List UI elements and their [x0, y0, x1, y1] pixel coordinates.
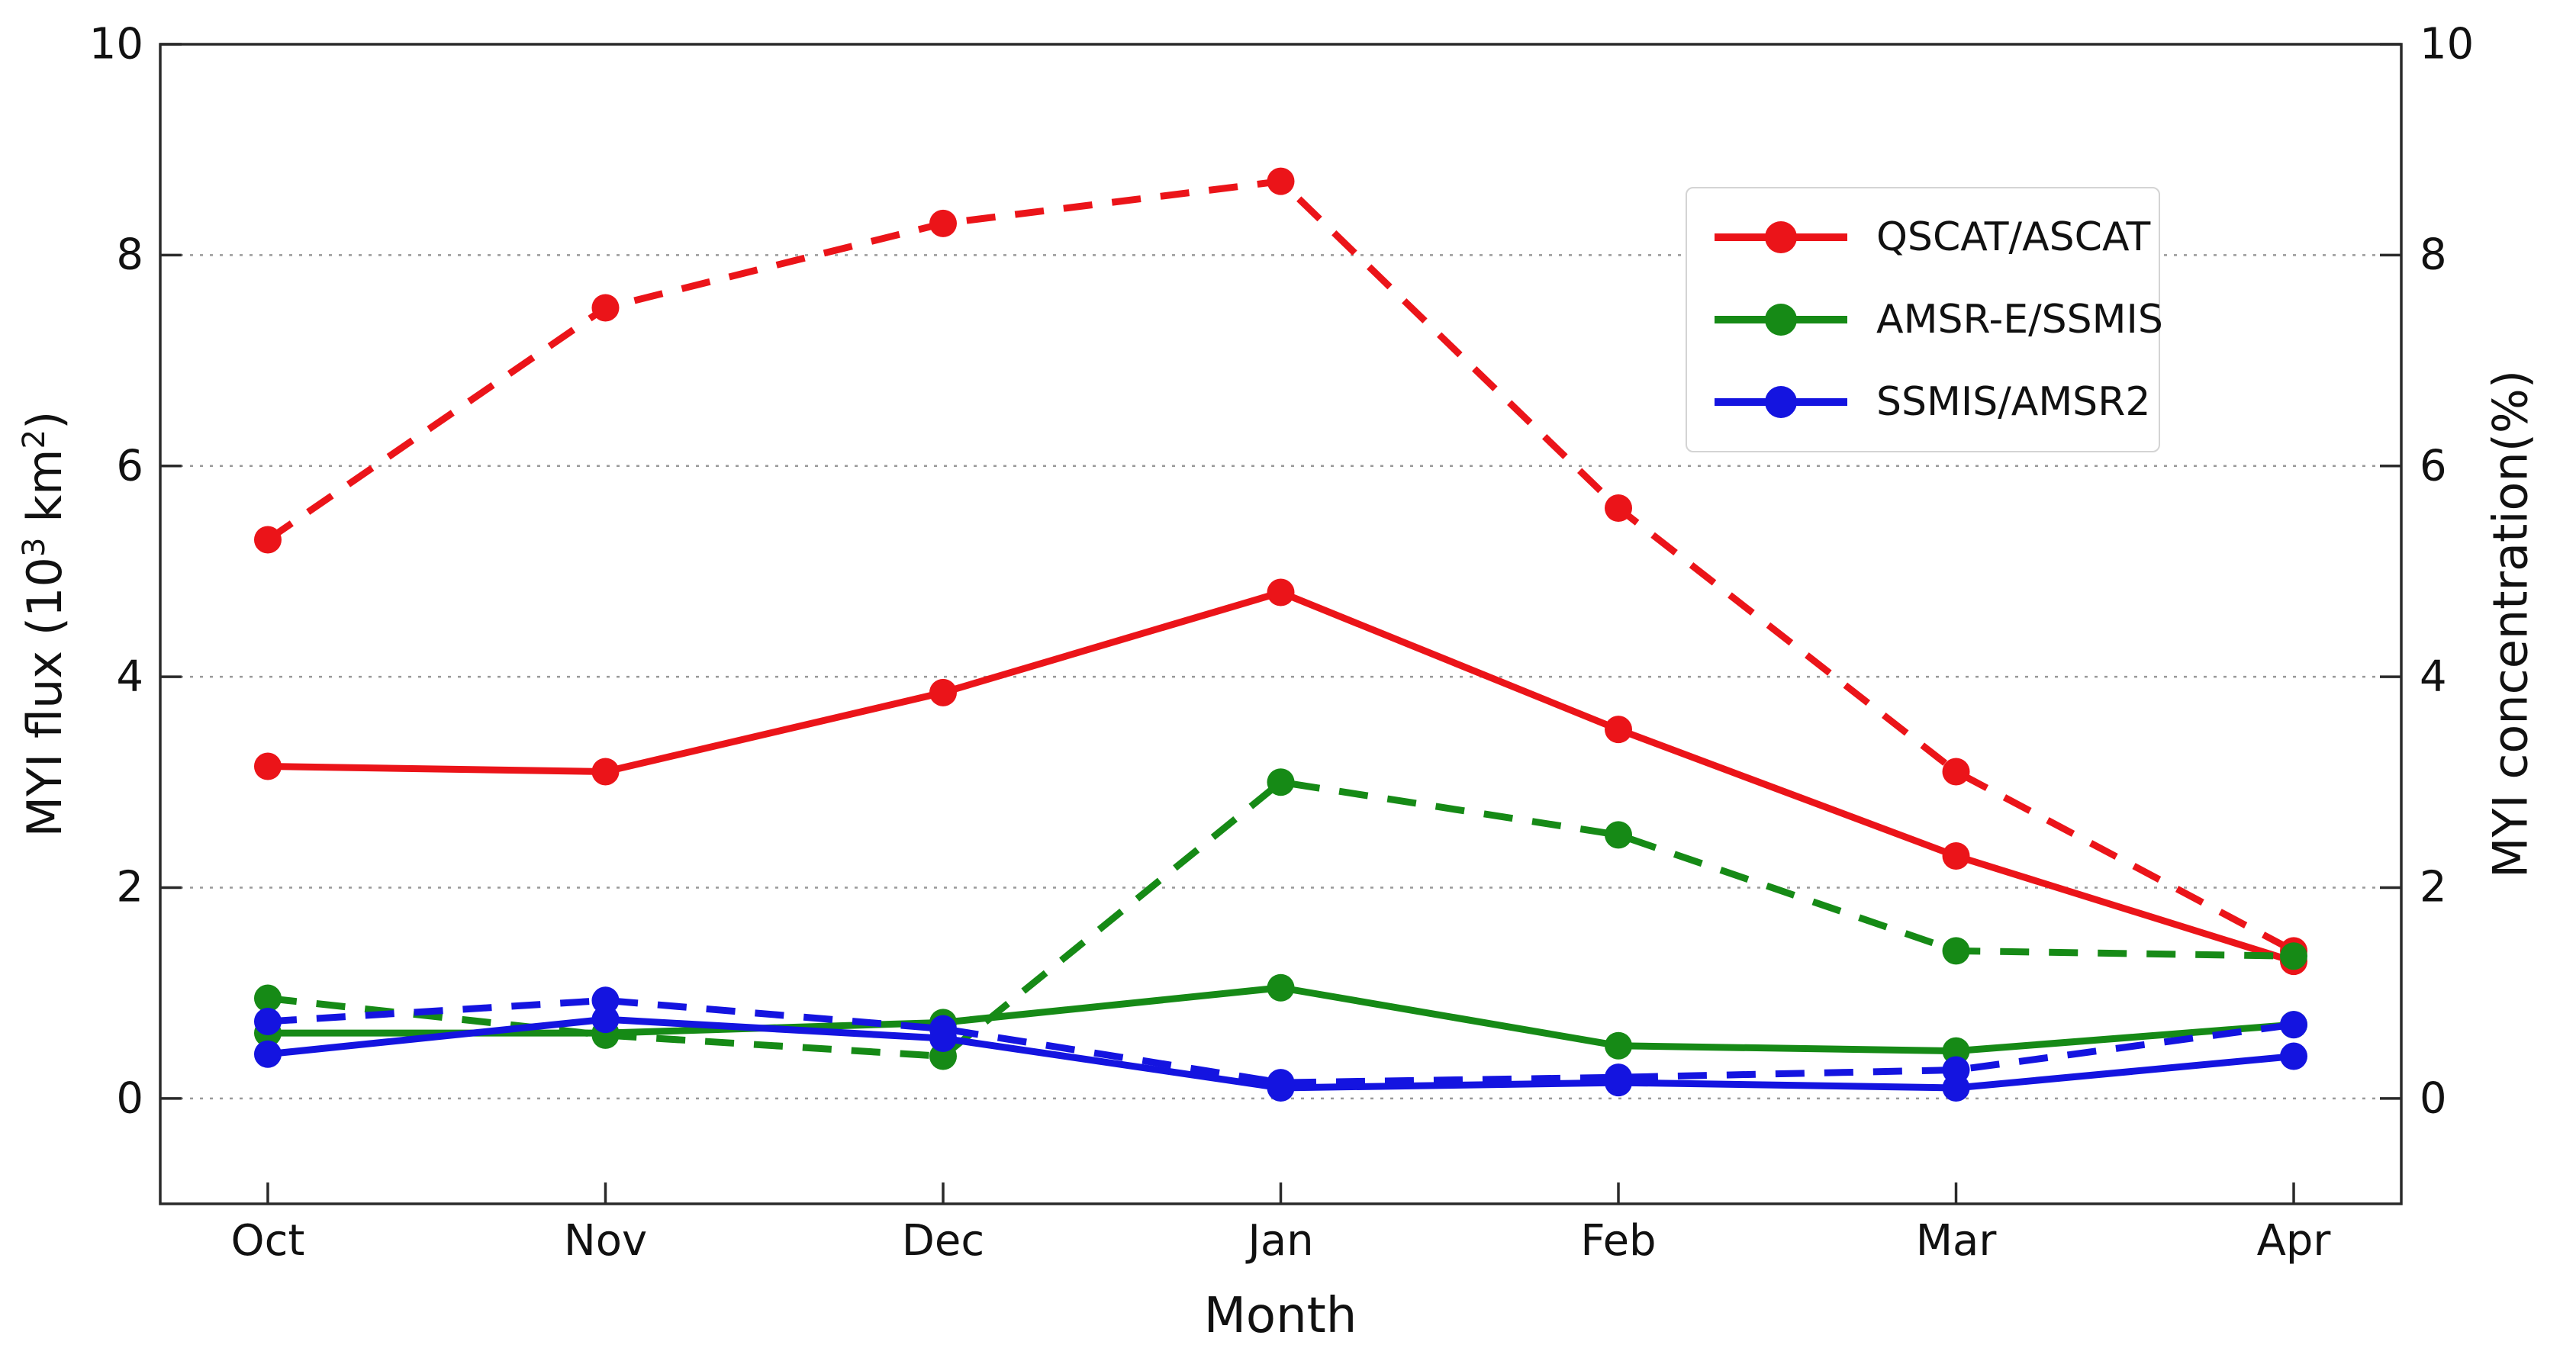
y-axis-label-right: MYI concentration(%) [2482, 369, 2539, 879]
x-tick-label-Oct: Oct [230, 1216, 305, 1266]
marker-solid-QSCAT/ASCAT [1267, 578, 1295, 606]
marker-dashed-QSCAT/ASCAT [929, 209, 957, 237]
x-tick-label-Feb: Feb [1580, 1216, 1657, 1266]
marker-dashed-QSCAT/ASCAT [1605, 494, 1633, 522]
marker-solid-QSCAT/ASCAT [1942, 842, 1970, 870]
marker-solid-SSMIS/AMSR2 [591, 1005, 620, 1034]
marker-dashed-QSCAT/ASCAT [591, 294, 620, 322]
legend-label: SSMIS/AMSR2 [1876, 379, 2151, 425]
y-tick-label-left-4: 4 [116, 652, 143, 702]
marker-dashed-SSMIS/AMSR2 [1942, 1056, 1970, 1084]
legend-item-amsre-ssmis: AMSR-E/SSMIS [1708, 297, 2163, 343]
marker-dashed-SSMIS/AMSR2 [2280, 1011, 2308, 1039]
marker-dashed-AMSR-E/SSMIS [1605, 821, 1633, 849]
y-axis-label-left-text: MYI flux (10 [16, 557, 72, 838]
y-tick-label-right-4: 4 [2420, 652, 2447, 702]
marker-dashed-SSMIS/AMSR2 [1605, 1063, 1633, 1092]
marker-solid-QSCAT/ASCAT [1605, 716, 1633, 744]
marker-solid-QSCAT/ASCAT [929, 678, 957, 706]
y-tick-label-left-6: 6 [116, 441, 143, 491]
marker-dashed-SSMIS/AMSR2 [253, 1007, 282, 1035]
marker-dashed-SSMIS/AMSR2 [1267, 1069, 1295, 1097]
y-axis-label-left-sup-exponent: 3 [16, 537, 53, 558]
y-axis-label-left-sup-squared: 2 [16, 429, 53, 449]
y-tick-label-left-8: 8 [116, 230, 143, 280]
y-axis-label-left-units: km [16, 449, 72, 538]
marker-dashed-QSCAT/ASCAT [1942, 758, 1970, 786]
x-tick-label-Dec: Dec [901, 1216, 985, 1266]
y-tick-label-right-2: 2 [2420, 862, 2447, 912]
x-axis-label: Month [1203, 1288, 1357, 1344]
x-tick-label-Apr: Apr [2256, 1216, 2331, 1266]
marker-dashed-QSCAT/ASCAT [253, 526, 282, 554]
legend-label: AMSR-E/SSMIS [1876, 297, 2163, 343]
x-tick-label-Nov: Nov [563, 1216, 648, 1266]
marker-solid-AMSR-E/SSMIS [1942, 1037, 1970, 1065]
marker-solid-SSMIS/AMSR2 [253, 1040, 282, 1068]
legend-line-marker-icon [1715, 221, 1847, 253]
marker-dashed-SSMIS/AMSR2 [591, 986, 620, 1015]
y-tick-label-left-2: 2 [116, 862, 143, 912]
series-line-dashed-AMSR-E/SSMIS [267, 778, 2294, 1060]
y-tick-label-right-0: 0 [2420, 1073, 2447, 1124]
x-tick-label-Mar: Mar [1915, 1216, 1997, 1266]
marker-solid-QSCAT/ASCAT [591, 758, 620, 786]
y-tick-label-left-0: 0 [116, 1073, 143, 1124]
marker-dashed-QSCAT/ASCAT [1267, 167, 1295, 195]
y-axis-label-left: MYI flux (103 km2) [16, 411, 72, 838]
legend-label: QSCAT/ASCAT [1876, 214, 2151, 260]
y-tick-label-right-10: 10 [2420, 19, 2475, 69]
marker-solid-SSMIS/AMSR2 [2280, 1042, 2308, 1070]
y-axis-label-left-close: ) [16, 410, 72, 430]
y-tick-label-right-6: 6 [2420, 441, 2447, 491]
y-tick-label-right-8: 8 [2420, 230, 2447, 280]
marker-dashed-SSMIS/AMSR2 [929, 1015, 957, 1043]
legend-line-marker-icon [1715, 304, 1847, 336]
marker-solid-QSCAT/ASCAT [253, 752, 282, 780]
marker-dashed-AMSR-E/SSMIS [253, 984, 282, 1012]
marker-dashed-AMSR-E/SSMIS [1942, 937, 1970, 965]
marker-solid-AMSR-E/SSMIS [1267, 973, 1295, 1002]
legend-item-qscat-ascat: QSCAT/ASCAT [1708, 214, 2159, 260]
x-tick-label-Jan: Jan [1248, 1216, 1314, 1266]
legend: QSCAT/ASCAT AMSR-E/SSMIS SSMIS/AMSR2 [1686, 187, 2163, 452]
y-tick-label-left-10: 10 [89, 19, 143, 69]
legend-line-marker-icon [1715, 386, 1847, 418]
legend-item-ssmis-amsr2: SSMIS/AMSR2 [1708, 379, 2159, 425]
marker-dashed-AMSR-E/SSMIS [2280, 942, 2308, 970]
marker-dashed-AMSR-E/SSMIS [1267, 768, 1295, 796]
marker-solid-AMSR-E/SSMIS [1605, 1031, 1633, 1060]
